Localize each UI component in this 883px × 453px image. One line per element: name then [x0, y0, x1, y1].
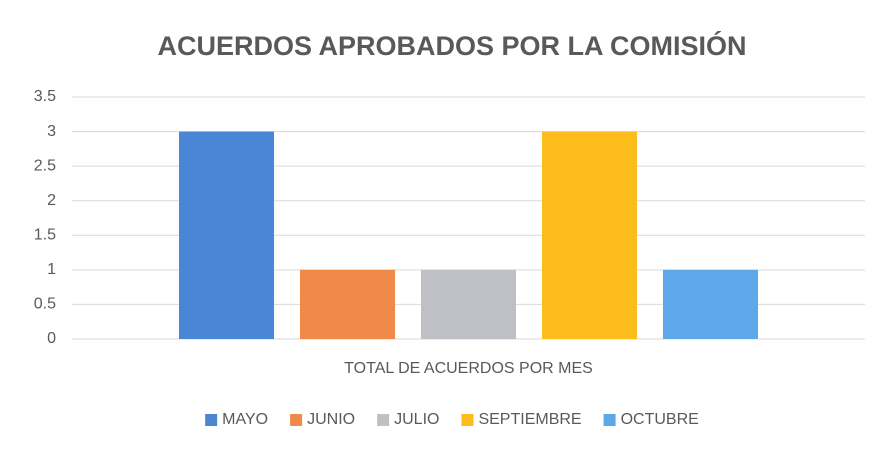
y-tick-label: 3.5	[34, 88, 56, 105]
legend-swatch	[461, 414, 474, 426]
y-tick-label: 1.5	[34, 227, 56, 244]
y-tick-label: 1	[47, 261, 56, 278]
bar	[300, 269, 395, 339]
legend-swatch	[205, 414, 218, 426]
bar	[542, 131, 637, 339]
legend-label: JULIO	[394, 411, 439, 428]
y-tick-label: 0.5	[34, 296, 56, 313]
legend-label: MAYO	[222, 411, 268, 428]
bar	[663, 269, 758, 339]
bar	[421, 269, 516, 339]
bar	[179, 131, 274, 339]
legend-swatch	[290, 414, 303, 426]
y-tick-label: 2.5	[34, 157, 56, 174]
chart-title: ACUERDOS APROBADOS POR LA COMISIÓN	[157, 30, 746, 61]
legend-label: JUNIO	[307, 411, 355, 428]
y-tick-label: 2	[47, 192, 56, 209]
legend-swatch	[377, 414, 390, 426]
y-tick-label: 3	[47, 123, 56, 140]
legend-swatch	[603, 414, 616, 426]
legend-label: SEPTIEMBRE	[478, 411, 581, 428]
legend-label: OCTUBRE	[621, 411, 699, 428]
x-tick-label: TOTAL DE ACUERDOS POR MES	[344, 360, 593, 377]
y-tick-label: 0	[47, 330, 56, 347]
